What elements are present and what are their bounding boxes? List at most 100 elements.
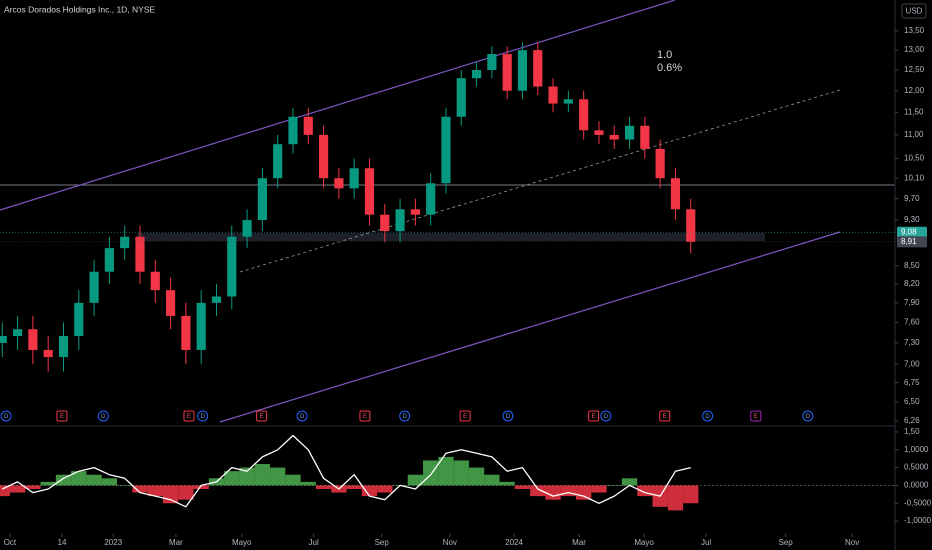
- candle-body: [150, 271, 160, 291]
- candle-body: [74, 302, 84, 337]
- y-tick-label: 9,70: [904, 194, 920, 203]
- event-label[interactable]: D: [604, 414, 609, 420]
- histogram-bar: [239, 467, 255, 486]
- candle-body: [380, 214, 390, 232]
- event-marker: [56, 410, 68, 422]
- x-tick-label: 2024: [505, 538, 523, 547]
- histogram-bar: [71, 471, 87, 486]
- event-label[interactable]: E: [663, 414, 667, 420]
- histogram-bar: [193, 485, 209, 489]
- y-tick-label: -1,0000: [904, 516, 932, 525]
- candle-body: [242, 220, 252, 237]
- candle-body: [165, 290, 176, 316]
- candle-body: [43, 349, 53, 358]
- y-tick-label: 7,90: [904, 298, 920, 307]
- event-marker: [97, 410, 109, 422]
- candle-body: [426, 183, 436, 215]
- event-label[interactable]: D: [300, 414, 305, 420]
- y-tick-label: 6,75: [904, 378, 920, 387]
- event-label[interactable]: D: [402, 414, 407, 420]
- candle-body: [349, 168, 359, 189]
- candle-body: [28, 329, 38, 350]
- event-marker: [600, 410, 612, 422]
- currency-box[interactable]: [901, 3, 927, 19]
- candle-body: [548, 86, 558, 104]
- histogram-bar: [530, 485, 546, 497]
- candle-body: [640, 125, 650, 149]
- event-marker: [659, 410, 671, 422]
- candle-body: [502, 54, 512, 91]
- currency[interactable]: USD: [906, 7, 923, 16]
- event-label[interactable]: D: [806, 414, 811, 420]
- y-tick-label: 8,50: [904, 261, 920, 270]
- y-tick-label: 11,50: [904, 107, 924, 116]
- event-label[interactable]: E: [363, 414, 367, 420]
- candle-body: [364, 168, 375, 215]
- event-marker: [702, 410, 714, 422]
- candle-body: [104, 248, 114, 272]
- candle-body: [89, 271, 99, 303]
- event-label[interactable]: D: [4, 414, 9, 420]
- zone-box: [137, 233, 765, 241]
- candle-body: [517, 50, 528, 91]
- y-tick-label: 13,50: [904, 26, 925, 35]
- x-tick-label: Nov: [443, 538, 457, 547]
- y-tick-label: -0,5000: [904, 498, 932, 507]
- price-label: 8,91: [901, 237, 917, 246]
- histogram-bar: [361, 485, 378, 497]
- y-tick-label: 6,50: [904, 397, 920, 406]
- chart-title: Arcos Dorados Holdings Inc., 1D, NYSE: [4, 4, 156, 14]
- oscillator-line: [2, 434, 691, 508]
- histogram-bar: [621, 478, 638, 486]
- candle-body: [227, 236, 237, 297]
- channel-upper: [0, 0, 676, 211]
- candle-body: [487, 54, 497, 71]
- price-label-box: [897, 236, 927, 248]
- histogram-bar: [377, 485, 393, 493]
- histogram-bar: [346, 485, 362, 489]
- histogram-bar: [576, 485, 592, 500]
- x-tick-label: Mar: [572, 538, 586, 547]
- event-label[interactable]: E: [260, 414, 264, 420]
- candle-body: [456, 78, 466, 117]
- channel-lower: [219, 231, 841, 423]
- histogram-bar: [55, 474, 72, 486]
- event-label[interactable]: E: [187, 414, 191, 420]
- event-label[interactable]: E: [592, 414, 596, 420]
- event-label[interactable]: D: [101, 414, 106, 420]
- candle-body: [563, 99, 573, 104]
- candle-body: [334, 178, 344, 189]
- histogram-bar: [254, 464, 271, 486]
- event-label[interactable]: D: [201, 414, 206, 420]
- event-label[interactable]: E: [463, 414, 467, 420]
- event-label[interactable]: E: [754, 414, 758, 420]
- histogram-bar: [667, 485, 684, 511]
- candle-body: [686, 209, 696, 242]
- candle-body: [288, 116, 298, 145]
- x-tick-label: Mar: [169, 538, 183, 547]
- histogram-bar: [9, 485, 26, 493]
- event-marker: [399, 410, 411, 422]
- candle-body: [303, 116, 313, 135]
- y-tick-label: 9,30: [904, 215, 920, 224]
- candle-body: [135, 236, 145, 272]
- x-tick-label: 2023: [104, 538, 122, 547]
- y-tick-label: 12,00: [904, 86, 925, 95]
- candle-body: [471, 70, 482, 79]
- histogram-bar: [285, 474, 301, 486]
- event-marker: [256, 410, 268, 422]
- event-label[interactable]: E: [60, 414, 64, 420]
- histogram-bar: [468, 467, 485, 486]
- histogram-bar: [101, 478, 118, 486]
- event-marker: [183, 410, 195, 422]
- price-label: 9,08: [901, 227, 917, 236]
- histogram-bar: [147, 485, 163, 497]
- y-tick-label: 10,10: [904, 173, 925, 182]
- event-label[interactable]: D: [506, 414, 511, 420]
- y-tick-label: 0,0000: [904, 481, 929, 490]
- candle-body: [594, 130, 604, 135]
- histogram-bar: [560, 485, 577, 497]
- x-tick-label: Sep: [778, 538, 793, 547]
- event-label[interactable]: D: [705, 414, 710, 420]
- histogram-bar: [499, 481, 515, 486]
